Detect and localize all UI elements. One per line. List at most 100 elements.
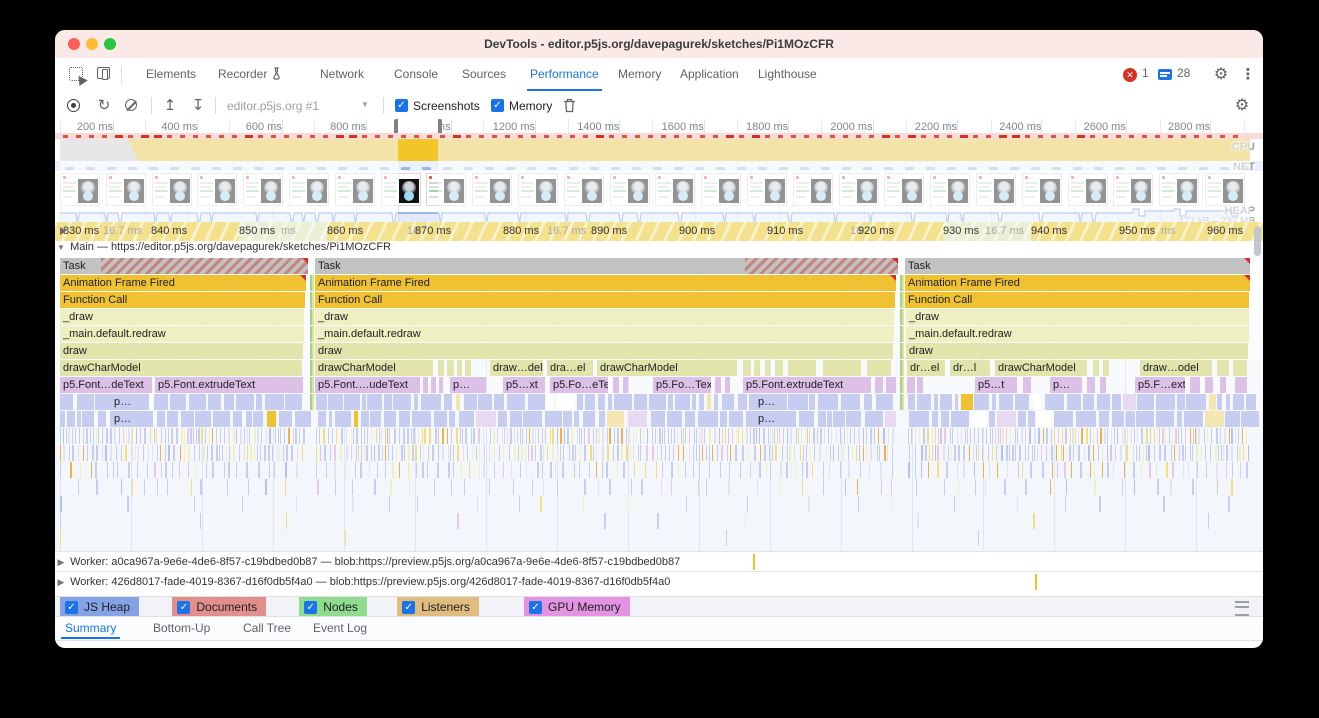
bottom-tab-event-log[interactable]: Event Log: [313, 621, 368, 635]
flame-bar[interactable]: _main.default.redraw: [60, 326, 304, 342]
flame-bar[interactable]: [788, 360, 816, 376]
flame-bar[interactable]: [886, 377, 896, 393]
flame-bar[interactable]: draw: [315, 343, 893, 359]
tab-network[interactable]: Network: [320, 67, 365, 81]
screenshots-checkbox[interactable]: ✓: [395, 99, 408, 112]
flame-bar[interactable]: [431, 377, 436, 393]
flame-bar[interactable]: p5.F…ext: [1135, 377, 1185, 393]
flame-bar[interactable]: p5.Fo…eText: [550, 377, 608, 393]
selection-handle-right[interactable]: [437, 119, 442, 135]
issues-icon[interactable]: [1158, 69, 1172, 80]
flame-bar[interactable]: Animation Frame Fired: [60, 275, 306, 291]
flame-bar[interactable]: Task: [60, 258, 308, 274]
flame-bar[interactable]: p…: [450, 377, 486, 393]
close-window-button[interactable]: [68, 38, 80, 50]
legend-checkbox[interactable]: ✓: [304, 601, 318, 614]
save-profile-icon[interactable]: ↧: [191, 97, 205, 114]
error-count[interactable]: 1: [1142, 66, 1149, 80]
flame-bar[interactable]: p5.Font.…udeText: [315, 377, 420, 393]
tab-recorder[interactable]: Recorder: [215, 58, 285, 91]
flame-bar[interactable]: [1103, 360, 1109, 376]
memory-checkbox[interactable]: ✓: [491, 99, 504, 112]
issues-count[interactable]: 28: [1177, 66, 1191, 80]
flame-bar[interactable]: Function Call: [315, 292, 895, 308]
flame-bar[interactable]: [613, 377, 619, 393]
flame-bar[interactable]: [447, 360, 454, 376]
flame-bar[interactable]: Task: [315, 258, 898, 274]
overflow-menu-icon[interactable]: [1235, 601, 1249, 616]
flame-bar[interactable]: [1190, 377, 1200, 393]
flame-bar[interactable]: [423, 377, 428, 393]
worker2-disclosure-icon[interactable]: ▶: [57, 577, 65, 587]
load-profile-icon[interactable]: ↥: [163, 97, 177, 114]
flame-bar[interactable]: p5.Font.extrudeText: [743, 377, 871, 393]
legend-checkbox[interactable]: ✓: [529, 601, 542, 614]
flame-bar[interactable]: [875, 377, 883, 393]
flame-bar[interactable]: [1093, 360, 1099, 376]
detail-time-ruler[interactable]: 830 ms 16.7 ms 840 ms 850 ms ms 860 ms 16 870 m…: [55, 222, 1263, 242]
tab-performance[interactable]: Performance: [527, 58, 602, 91]
flame-bar[interactable]: draw: [906, 343, 1248, 359]
device-toolbar-icon[interactable]: [97, 67, 110, 80]
bottom-tab-bottom-up[interactable]: Bottom-Up: [153, 621, 211, 635]
tab-application[interactable]: Application: [680, 67, 739, 81]
flame-bar[interactable]: [907, 377, 915, 393]
reload-and-record-button[interactable]: ↻: [97, 97, 111, 114]
worker-track-2[interactable]: ▶ Worker: 426d8017-fade-4019-8367-d16f0d…: [55, 571, 1263, 592]
flame-bar[interactable]: p…: [1050, 377, 1082, 393]
flame-bar[interactable]: [1023, 377, 1031, 393]
settings-gear-icon[interactable]: ⚙: [1213, 66, 1229, 83]
flame-bar[interactable]: [725, 377, 730, 393]
flame-bar[interactable]: p5.Font.extrudeText: [155, 377, 303, 393]
trash-icon[interactable]: [563, 98, 576, 113]
record-button[interactable]: [67, 99, 80, 112]
tab-console[interactable]: Console: [394, 67, 439, 81]
flame-bar[interactable]: _main.default.redraw: [315, 326, 894, 342]
worker-track-1[interactable]: ▶ Worker: a0ca967a-9e6e-4de6-8f57-c19bdb…: [55, 551, 1263, 572]
selection-handle-left[interactable]: [394, 119, 399, 135]
bottom-tab-summary[interactable]: Summary: [60, 617, 121, 639]
flame-bar[interactable]: drawCharModel: [315, 360, 433, 376]
main-track-header[interactable]: ▼ Main — https://editor.p5js.org/davepag…: [55, 241, 1263, 258]
flame-bar[interactable]: Function Call: [60, 292, 305, 308]
flame-bar[interactable]: p…: [111, 394, 149, 410]
flame-bar[interactable]: [623, 377, 628, 393]
flame-bar[interactable]: _main.default.redraw: [906, 326, 1249, 342]
flame-bar[interactable]: dr…l: [950, 360, 990, 376]
flame-bar[interactable]: [917, 377, 923, 393]
flame-bar[interactable]: [743, 360, 751, 376]
flame-bar[interactable]: draw: [60, 343, 303, 359]
flame-bar[interactable]: [867, 360, 891, 376]
flame-bar[interactable]: [438, 360, 444, 376]
flame-bar[interactable]: p…: [111, 411, 149, 427]
error-count-icon[interactable]: ✕: [1123, 68, 1137, 82]
flame-bar[interactable]: p5…xt: [503, 377, 545, 393]
legend-checkbox[interactable]: ✓: [65, 601, 78, 614]
flame-bar[interactable]: draw…del: [490, 360, 543, 376]
flame-bar[interactable]: Animation Frame Fired: [315, 275, 896, 291]
flame-bar[interactable]: p5.Font…deText: [60, 377, 152, 393]
flame-bar[interactable]: [465, 360, 471, 376]
flame-bar[interactable]: [439, 377, 443, 393]
target-selector-caret-icon[interactable]: ▼: [361, 100, 369, 109]
bottom-tab-call-tree[interactable]: Call Tree: [243, 621, 292, 635]
legend-checkbox[interactable]: ✓: [177, 601, 191, 614]
flame-bar[interactable]: drawCharModel: [597, 360, 737, 376]
flame-bar[interactable]: p…: [755, 411, 787, 427]
flame-bar[interactable]: dra…el: [547, 360, 593, 376]
flame-bar[interactable]: p5…t: [975, 377, 1017, 393]
flame-bar[interactable]: p5.Fo…Text: [653, 377, 711, 393]
flame-bar[interactable]: [754, 360, 760, 376]
flame-bar[interactable]: _draw: [906, 309, 1249, 325]
flame-bar[interactable]: [1235, 377, 1247, 393]
flame-bar[interactable]: dr…el: [907, 360, 945, 376]
capture-settings-gear-icon[interactable]: ⚙: [1234, 97, 1250, 114]
flame-bar[interactable]: [775, 360, 783, 376]
flame-bar[interactable]: [765, 360, 770, 376]
flame-bar[interactable]: [823, 360, 861, 376]
flame-bar[interactable]: [715, 377, 721, 393]
flame-bar[interactable]: [1217, 360, 1229, 376]
zoom-window-button[interactable]: [104, 38, 116, 50]
worker1-disclosure-icon[interactable]: ▶: [57, 557, 65, 567]
